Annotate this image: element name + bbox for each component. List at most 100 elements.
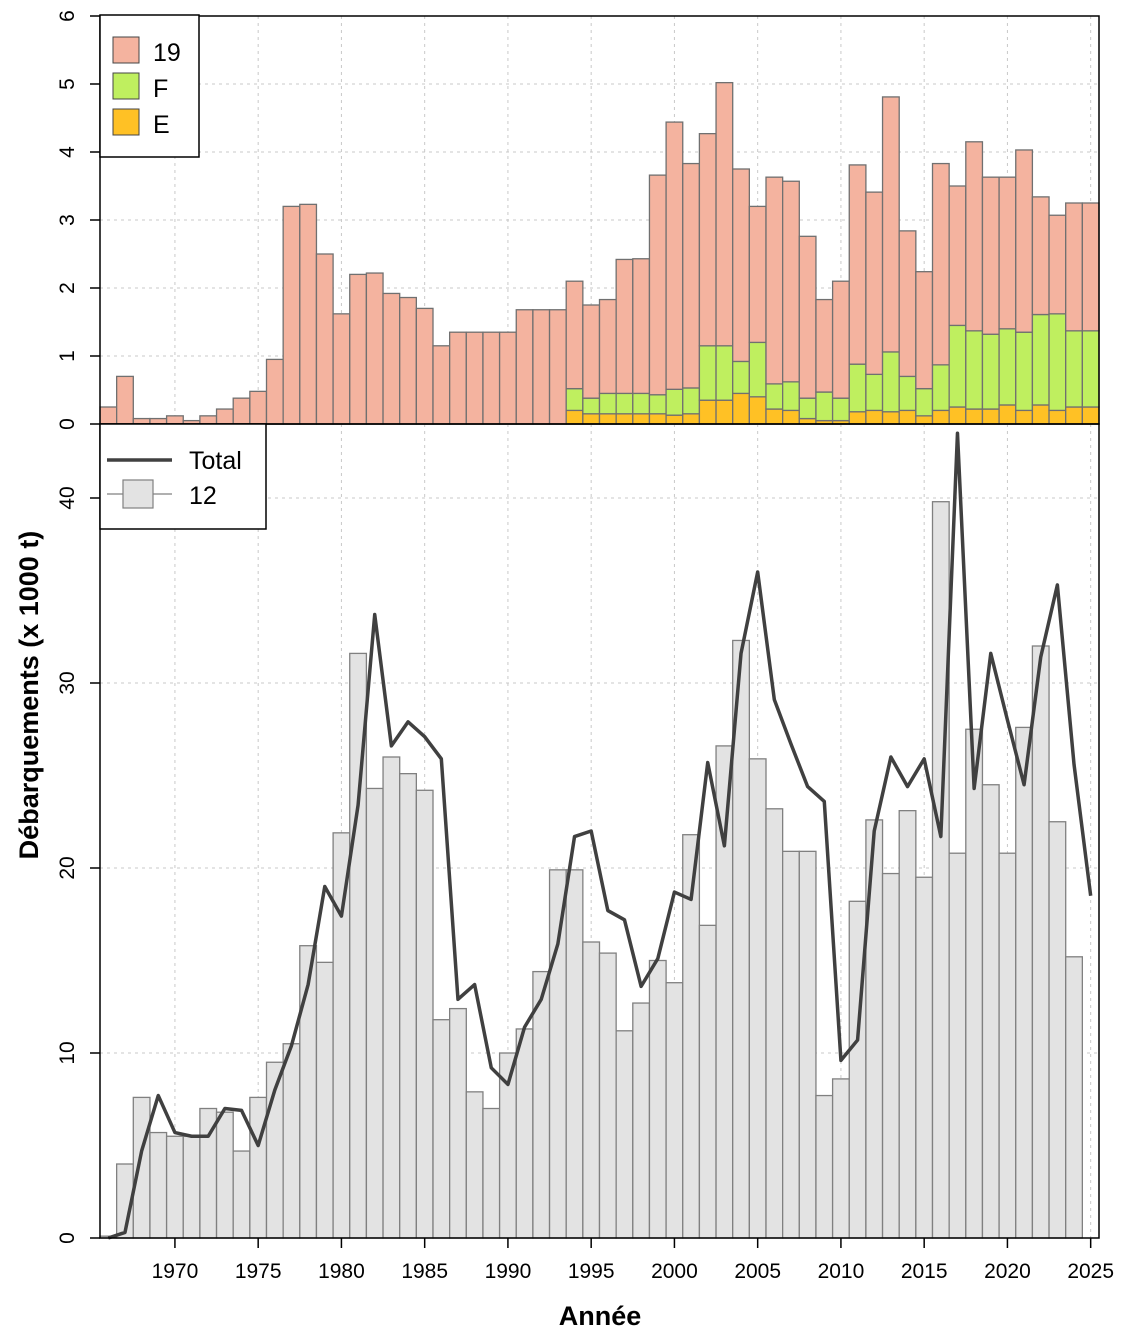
bar-E-2014: [898, 409, 917, 425]
bar-12-1993: [548, 869, 567, 1239]
x-tick-label: 2010: [818, 1260, 865, 1283]
bar-19-2005: [748, 205, 767, 344]
bar-12-1980: [332, 832, 351, 1239]
bar-F-2024: [1065, 330, 1083, 408]
bar-19-2007: [782, 180, 800, 383]
bar-F-1998: [632, 392, 651, 415]
bar-19-1977: [282, 205, 301, 425]
bar-12-1983: [382, 756, 401, 1239]
top-y-tick-label: 3: [56, 214, 79, 226]
bar-F-2011: [848, 363, 867, 413]
bar-19-1970: [165, 415, 184, 425]
bar-E-1996: [598, 413, 617, 425]
legend-label-F: F: [153, 75, 168, 103]
bar-19-2016: [931, 162, 950, 366]
bar-12-1979: [315, 961, 334, 1239]
x-tick-label: 2015: [901, 1260, 948, 1283]
x-axis-label: Année: [559, 1301, 642, 1331]
bar-12-2016: [931, 501, 950, 1239]
bar-F-2023: [1048, 313, 1067, 412]
bar-F-1999: [648, 394, 667, 415]
bar-E-2001: [682, 413, 701, 425]
bar-19-1976: [265, 358, 284, 425]
legend-swatch-12: [122, 479, 154, 509]
legend-swatch-F: [112, 72, 140, 100]
bottom-legend-box: [99, 423, 267, 530]
bar-19-1988: [465, 331, 484, 425]
bar-12-1991: [515, 1028, 534, 1239]
bar-19-2015: [915, 271, 934, 390]
bar-E-2024: [1065, 406, 1083, 425]
bar-E-2007: [782, 409, 800, 425]
bar-F-2012: [865, 373, 884, 412]
bar-19-2009: [815, 298, 834, 393]
line-total: [107, 431, 1093, 1240]
bar-19-2022: [1031, 196, 1050, 316]
bar-12-1997: [615, 1030, 634, 1239]
bar-19-2008: [798, 235, 817, 399]
bar-F-2007: [782, 381, 800, 412]
bottom-y-tick-label: 20: [56, 856, 79, 879]
bar-19-1982: [365, 272, 384, 425]
bar-19-1999: [648, 174, 667, 396]
bar-12-2024: [1065, 956, 1083, 1239]
bar-12-1968: [132, 1096, 151, 1239]
bar-19-1994: [565, 280, 584, 390]
bar-E-2022: [1031, 404, 1050, 425]
bar-F-2008: [798, 397, 817, 420]
bar-12-1969: [149, 1131, 168, 1239]
bar-19-2006: [765, 176, 784, 385]
bar-19-2000: [665, 121, 684, 390]
bottom-legend: Total 12: [99, 423, 267, 530]
bar-12-2009: [815, 1094, 834, 1239]
bar-19-1969: [149, 417, 168, 425]
bar-19-2020: [998, 176, 1017, 330]
bar-19-2024: [1065, 202, 1083, 332]
bar-E-2011: [848, 411, 867, 425]
bar-12-1986: [432, 1019, 451, 1239]
bar-19-1984: [399, 296, 418, 425]
x-tick-label: 1970: [152, 1260, 199, 1283]
x-tick-label: 2000: [651, 1260, 698, 1283]
x-tick-label: 2005: [734, 1260, 781, 1283]
bar-F-2016: [931, 364, 950, 412]
bar-E-2015: [915, 415, 934, 425]
bar-F-2022: [1031, 313, 1050, 406]
bottom-y-tick-label: 0: [56, 1232, 79, 1244]
top-y-tick-label: 5: [56, 78, 79, 90]
bar-19-1972: [199, 415, 218, 425]
bar-12-1975: [249, 1096, 268, 1239]
bar-12-1984: [399, 773, 418, 1239]
top-y-tick-label: 2: [56, 282, 79, 294]
bar-19-1995: [582, 304, 601, 399]
bar-19-2010: [831, 280, 850, 399]
legend-label-E: E: [153, 111, 170, 139]
bar-F-2018: [965, 330, 984, 410]
bar-E-2021: [1015, 409, 1034, 425]
bar-E-2020: [998, 404, 1017, 425]
bar-12-2008: [798, 850, 817, 1239]
legend-label-12: 12: [189, 482, 217, 510]
bar-19-2001: [682, 162, 701, 389]
legend-swatch-19: [112, 36, 140, 64]
bottom-panel: [99, 424, 1099, 1240]
legend-label-total: Total: [189, 447, 242, 475]
x-tick-label: 1990: [485, 1260, 532, 1283]
bar-12-2019: [981, 784, 1000, 1239]
bar-19-2004: [732, 168, 751, 363]
bar-19-1991: [515, 309, 534, 425]
bar-F-2009: [815, 391, 834, 422]
x-tick-label: 2025: [1067, 1260, 1114, 1283]
bar-19-2014: [898, 230, 917, 378]
bar-19-1993: [548, 309, 567, 425]
bar-F-2021: [1015, 331, 1034, 412]
bar-19-1980: [332, 313, 351, 425]
bar-19-1992: [532, 309, 551, 425]
bar-19-2017: [948, 185, 967, 327]
bar-19-1983: [382, 292, 401, 425]
bar-E-2008: [798, 417, 817, 425]
top-y-tick-label: 1: [56, 350, 79, 362]
bar-12-1971: [182, 1135, 201, 1239]
